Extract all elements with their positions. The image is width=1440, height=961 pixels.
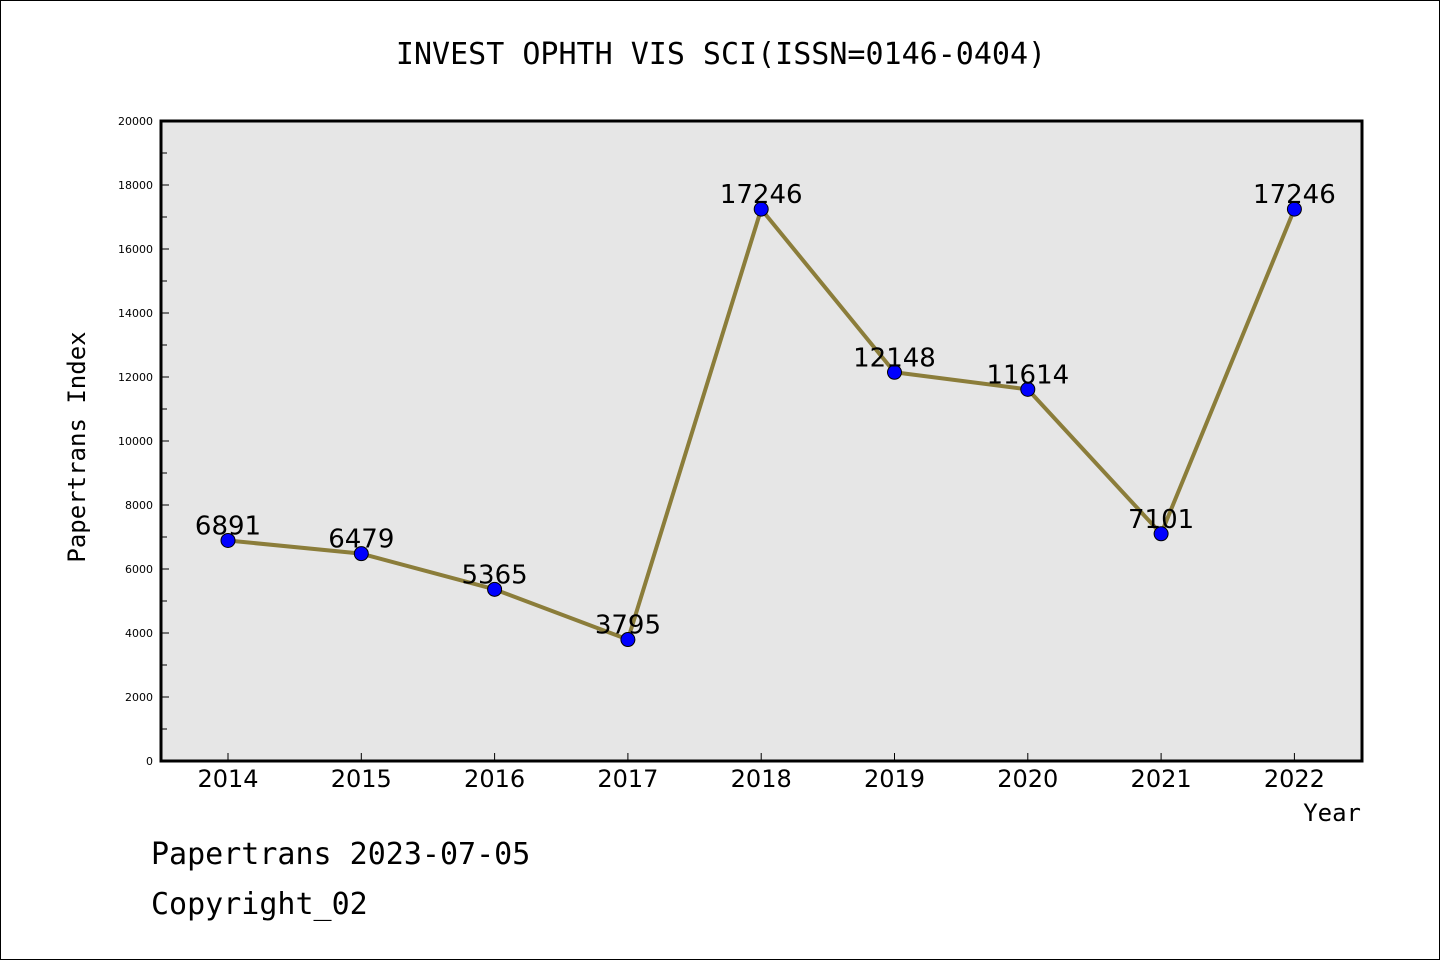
y-tick-label: 18000: [118, 179, 153, 192]
data-point: [753, 201, 769, 217]
data-point: [353, 546, 369, 562]
x-tick-label: 2015: [331, 765, 392, 793]
data-point: [620, 632, 636, 648]
y-tick-label: 8000: [125, 499, 153, 512]
x-tick-label: 2021: [1131, 765, 1192, 793]
x-axis: 2014 2015 2016 2017 2018 2019 2020 2021 2022: [197, 753, 1325, 793]
data-point: [1153, 526, 1169, 542]
y-tick-label: 6000: [125, 563, 153, 576]
data-label: 7101: [1128, 505, 1194, 535]
y-tick-label: 10000: [118, 435, 153, 448]
x-tick-label: 2014: [197, 765, 258, 793]
data-label: 5365: [462, 560, 528, 590]
y-tick-label: 4000: [125, 627, 153, 640]
footer-copyright: Copyright_02: [151, 887, 368, 922]
data-label: 17246: [720, 180, 803, 210]
data-point: [220, 532, 236, 548]
y-tick-label: 12000: [118, 371, 153, 384]
y-axis: 0 2000 4000 6000 8000 10000 12000 14000 16000 180…: [118, 115, 169, 768]
y-tick-label: 2000: [125, 691, 153, 704]
data-labels: 6891 6479 5365 3795 17246 12148 11614 7101 17246: [195, 180, 1336, 640]
x-tick-label: 2017: [597, 765, 658, 793]
data-point: [1020, 381, 1036, 397]
y-tick-label: 16000: [118, 243, 153, 256]
data-point: [887, 364, 902, 380]
x-tick-label: 2016: [464, 765, 525, 793]
x-tick-label: 2018: [731, 765, 792, 793]
series-layer: [220, 201, 1302, 648]
x-tick-label: 2022: [1264, 765, 1325, 793]
data-label: 17246: [1253, 180, 1336, 210]
y-tick-label: 0: [146, 755, 153, 768]
data-label: 3795: [595, 611, 661, 641]
x-tick-label: 2019: [864, 765, 925, 793]
footer-date: Papertrans 2023-07-05: [151, 837, 531, 872]
x-tick-label: 2020: [997, 765, 1058, 793]
data-label: 12148: [853, 343, 936, 373]
data-point: [487, 581, 503, 597]
data-label: 6891: [195, 511, 261, 541]
y-tick-label: 14000: [118, 307, 153, 320]
y-axis-title: Papertrans Index: [63, 331, 91, 562]
chart-title: INVEST OPHTH VIS SCI(ISSN=0146-0404): [395, 37, 1047, 72]
data-label: 11614: [986, 360, 1069, 390]
data-point: [1286, 201, 1302, 217]
plot-area: [159, 119, 1364, 763]
data-label: 6479: [328, 525, 394, 555]
y-tick-label: 20000: [118, 115, 153, 128]
x-axis-title: Year: [1303, 799, 1361, 827]
